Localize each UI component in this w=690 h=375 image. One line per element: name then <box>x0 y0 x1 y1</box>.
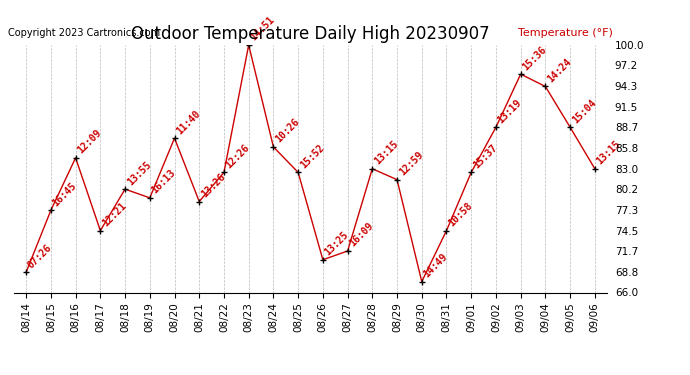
Text: 12:59: 12:59 <box>397 150 425 177</box>
Text: 14:49: 14:49 <box>422 252 450 279</box>
Text: 15:52: 15:52 <box>298 142 326 170</box>
Text: 16:45: 16:45 <box>51 180 79 208</box>
Text: 12:26: 12:26 <box>224 142 252 170</box>
Text: 13:26: 13:26 <box>199 171 227 200</box>
Text: 11:40: 11:40 <box>175 108 202 136</box>
Text: 16:09: 16:09 <box>348 221 375 249</box>
Title: Outdoor Temperature Daily High 20230907: Outdoor Temperature Daily High 20230907 <box>131 26 490 44</box>
Text: 13:15: 13:15 <box>595 139 622 166</box>
Text: 15:36: 15:36 <box>521 44 549 72</box>
Text: 10:58: 10:58 <box>446 201 474 228</box>
Text: 07:26: 07:26 <box>26 242 54 270</box>
Text: 12:21: 12:21 <box>100 201 128 228</box>
Text: Copyright 2023 Cartronics.com: Copyright 2023 Cartronics.com <box>8 28 160 38</box>
Text: 10:26: 10:26 <box>273 117 302 145</box>
Text: Temperature (°F): Temperature (°F) <box>518 28 613 38</box>
Text: 13:55: 13:55 <box>125 159 153 187</box>
Text: 15:37: 15:37 <box>471 142 499 170</box>
Text: 12:09: 12:09 <box>76 128 104 156</box>
Text: 13:25: 13:25 <box>323 230 351 258</box>
Text: 14:24: 14:24 <box>545 57 573 84</box>
Text: 13:15: 13:15 <box>373 139 400 166</box>
Text: 15:04: 15:04 <box>570 97 598 125</box>
Text: 14:51: 14:51 <box>248 15 277 43</box>
Text: 13:19: 13:19 <box>496 97 524 125</box>
Text: 16:13: 16:13 <box>150 168 177 196</box>
